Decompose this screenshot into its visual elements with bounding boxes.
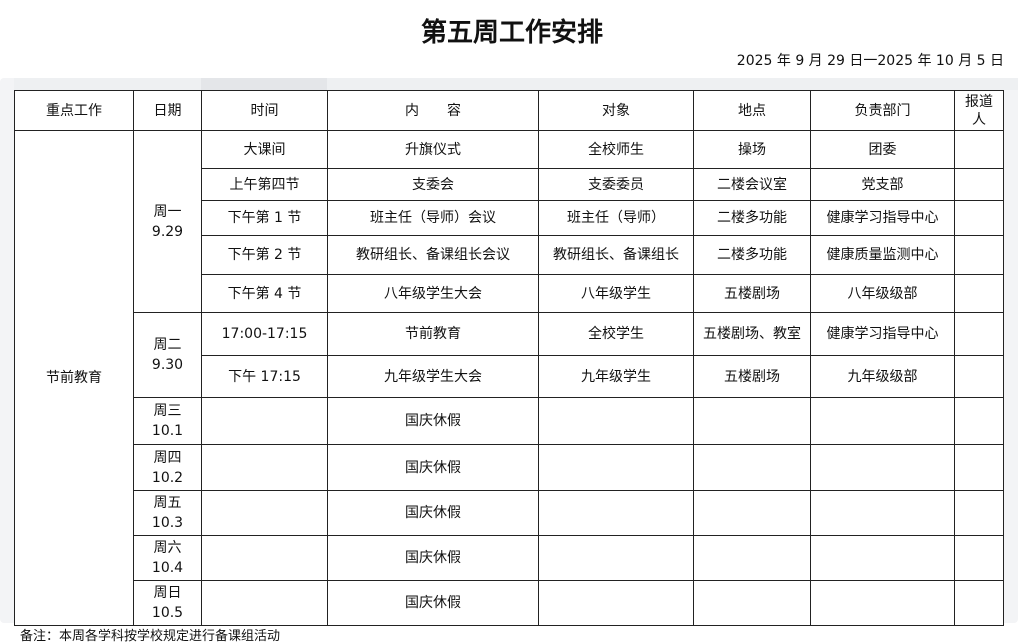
dept-cell: 八年级级部 xyxy=(810,274,955,313)
dept-cell: 健康学习指导中心 xyxy=(810,312,955,356)
table-row: 周三 10.1 国庆休假 xyxy=(15,397,1004,445)
table-row: 下午 17:15 九年级学生大会 九年级学生 五楼剧场 九年级级部 xyxy=(15,355,1004,398)
reporter-cell xyxy=(954,235,1004,275)
target-cell: 全校师生 xyxy=(538,130,694,169)
place-cell: 操场 xyxy=(693,130,811,169)
table-row: 节前教育 周一 9.29 大课间 升旗仪式 全校师生 操场 团委 xyxy=(14,130,1004,626)
content-cell: 班主任（导师）会议 xyxy=(327,200,539,236)
content-cell: 国庆休假 xyxy=(327,535,539,581)
target-cell: 支委委员 xyxy=(538,168,694,201)
content-cell: 国庆休假 xyxy=(327,444,539,491)
table-row: 周五 10.3 国庆休假 xyxy=(15,490,1004,536)
table-row: 下午第 2 节教研组长、备课组长会议 教研组长、备课组长 二楼多功能 健康质量监测中心 xyxy=(15,235,1004,275)
header-row: 重点工作 日期 时间 内 容 对象 地点 负责部门 报道人 xyxy=(14,90,1004,131)
reporter-cell xyxy=(954,274,1004,313)
target-cell: 教研组长、备课组长 xyxy=(538,235,694,275)
header-cell: 时间 xyxy=(201,90,328,131)
dept-cell: 健康质量监测中心 xyxy=(810,235,955,275)
header-cell: 日期 xyxy=(133,90,202,131)
date-cell: 周四 10.2 xyxy=(133,444,202,491)
time-cell: 下午第 2 节 xyxy=(201,235,328,275)
content-cell: 支委会 xyxy=(327,168,539,201)
table-row: 下午第 4 节八年级学生大会 八年级学生 五楼剧场 八年级级部 xyxy=(15,274,1004,313)
reporter-cell xyxy=(954,130,1004,169)
content-cell: 教研组长、备课组长会议 xyxy=(327,235,539,275)
page-title: 第五周工作安排 xyxy=(420,18,603,48)
table-row: 周二 9.30 17:00-17:15 节前教育 全校学生 五楼剧场、教室 健康学习指导中… xyxy=(15,312,1004,398)
time-cell: 下午第 4 节 xyxy=(201,274,328,313)
schedule-table: 重点工作 日期 时间 内 容 对象 地点 负责部门 报道人 节前教育 周一 9.2… xyxy=(14,90,1004,626)
target-cell: 全校学生 xyxy=(538,312,694,356)
time-cell: 下午第 1 节 xyxy=(201,200,328,236)
reporter-cell xyxy=(954,312,1004,356)
target-cell: 八年级学生 xyxy=(538,274,694,313)
time-cell: 17:00-17:15 xyxy=(201,312,328,356)
reporter-cell xyxy=(954,200,1004,236)
content-cell: 升旗仪式 xyxy=(327,130,539,169)
time-cell: 上午第四节 xyxy=(201,168,328,201)
place-cell: 五楼剧场、教室 xyxy=(693,312,811,356)
table-row: 周四 10.2 国庆休假 xyxy=(15,444,1004,491)
place-cell: 二楼多功能 xyxy=(693,200,811,236)
content-cell: 国庆休假 xyxy=(327,580,539,626)
dept-cell: 团委 xyxy=(810,130,955,169)
content-cell: 节前教育 xyxy=(327,312,539,356)
content-cell: 九年级学生大会 xyxy=(327,355,539,398)
header-cell: 重点工作 xyxy=(14,90,134,131)
date-cell: 周五 10.3 xyxy=(133,490,202,536)
footnote: 备注：本周各学科按学校规定进行备课组活动 xyxy=(20,629,281,644)
time-cell: 下午 17:15 xyxy=(201,355,328,398)
dept-cell: 健康学习指导中心 xyxy=(810,200,955,236)
dept-cell: 党支部 xyxy=(810,168,955,201)
header-cell: 对象 xyxy=(538,90,694,131)
date-cell: 周日 10.5 xyxy=(133,580,202,626)
date-cell: 周六 10.4 xyxy=(133,535,202,581)
date-range: 2025 年 9 月 29 日一2025 年 10 月 5 日 xyxy=(736,53,1004,69)
content-cell: 国庆休假 xyxy=(327,397,539,445)
header-cell: 负责部门 xyxy=(810,90,955,131)
table-row: 周日 10.5 国庆休假 xyxy=(15,580,1004,626)
date-cell: 周一 9.29 xyxy=(133,130,202,313)
content-cell: 国庆休假 xyxy=(327,490,539,536)
date-cell: 周二 9.30 xyxy=(133,312,202,398)
time-cell: 大课间 xyxy=(201,130,328,169)
place-cell: 五楼剧场 xyxy=(693,355,811,398)
key-work-cell: 节前教育 xyxy=(14,130,134,626)
reporter-cell xyxy=(954,168,1004,201)
header-cell: 报道人 xyxy=(954,90,1004,131)
date-cell: 周三 10.1 xyxy=(133,397,202,445)
header-cell: 内 容 xyxy=(327,90,539,131)
table-row: 上午第四节 支委会 支委委员 二楼会议室 党支部 xyxy=(15,168,1004,201)
place-cell: 二楼会议室 xyxy=(693,168,811,201)
table-row: 下午第 1 节班主任（导师）会议 班主任（导师） 二楼多功能 健康学习指导中心 xyxy=(15,200,1004,236)
header-cell: 地点 xyxy=(693,90,811,131)
dept-cell: 九年级级部 xyxy=(810,355,955,398)
place-cell: 二楼多功能 xyxy=(693,235,811,275)
target-cell: 九年级学生 xyxy=(538,355,694,398)
target-cell: 班主任（导师） xyxy=(538,200,694,236)
content-cell: 八年级学生大会 xyxy=(327,274,539,313)
place-cell: 五楼剧场 xyxy=(693,274,811,313)
table-row: 周六 10.4 国庆休假 xyxy=(15,535,1004,581)
reporter-cell xyxy=(954,355,1004,398)
